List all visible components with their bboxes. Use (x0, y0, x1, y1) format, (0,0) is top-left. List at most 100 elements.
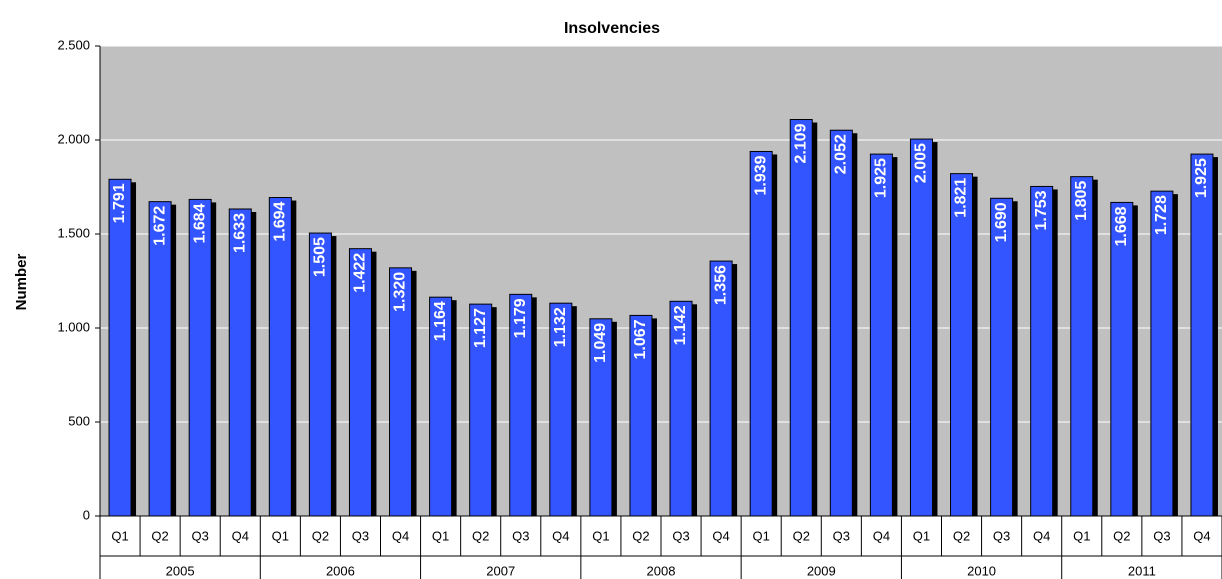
value-label: 2.005 (913, 143, 930, 183)
value-label: 1.049 (592, 323, 609, 363)
bar (308, 232, 332, 517)
value-label: 1.925 (1193, 158, 1210, 198)
bar (228, 208, 252, 517)
bar (429, 296, 453, 517)
x-tick-label: Q3 (192, 528, 209, 543)
bar (509, 293, 533, 517)
group-label: 2009 (807, 563, 836, 578)
bar (389, 267, 413, 517)
value-label: 1.142 (672, 305, 689, 345)
x-tick-label: Q3 (993, 528, 1010, 543)
value-label: 1.320 (392, 272, 409, 312)
bar (990, 197, 1014, 517)
group-label: 2008 (647, 563, 676, 578)
bar (1110, 201, 1134, 517)
group-label: 2011 (1128, 563, 1156, 578)
value-label: 1.633 (231, 213, 248, 253)
value-label: 1.791 (111, 183, 128, 223)
chart-title: Insolvencies (564, 20, 660, 37)
group-label: 2006 (326, 563, 355, 578)
y-tick-label: 0 (83, 507, 90, 522)
bar (148, 201, 172, 517)
bar (709, 260, 733, 517)
x-tick-label: Q4 (1193, 528, 1210, 543)
value-label: 1.694 (272, 201, 289, 241)
value-label: 1.356 (712, 265, 729, 305)
x-tick-label: Q4 (552, 528, 569, 543)
x-tick-label: Q3 (352, 528, 369, 543)
value-label: 1.505 (312, 237, 329, 277)
bar (1070, 176, 1094, 517)
bar (629, 314, 653, 517)
x-tick-label: Q2 (1113, 528, 1130, 543)
y-tick-label: 2.000 (57, 131, 90, 146)
value-label: 1.422 (352, 253, 369, 293)
x-tick-label: Q1 (913, 528, 930, 543)
x-tick-label: Q4 (873, 528, 890, 543)
x-tick-label: Q2 (151, 528, 168, 543)
bar (108, 178, 132, 517)
value-label: 1.728 (1153, 195, 1170, 235)
bar (348, 248, 372, 517)
x-tick-label: Q4 (712, 528, 729, 543)
value-label: 1.164 (432, 301, 449, 341)
bar (669, 300, 693, 517)
bar (268, 197, 292, 517)
x-tick-label: Q1 (111, 528, 128, 543)
x-tick-label: Q2 (793, 528, 810, 543)
value-label: 1.067 (632, 319, 649, 359)
value-label: 2.109 (792, 123, 809, 163)
x-tick-label: Q3 (672, 528, 689, 543)
x-tick-label: Q3 (1153, 528, 1170, 543)
bar (589, 318, 613, 517)
y-tick-label: 2.500 (57, 37, 90, 52)
value-label: 1.753 (1033, 190, 1050, 230)
value-label: 1.132 (552, 307, 569, 347)
value-label: 1.672 (151, 206, 168, 246)
bar (469, 303, 493, 517)
bar (909, 138, 933, 517)
x-tick-label: Q1 (753, 528, 770, 543)
x-tick-label: Q3 (512, 528, 529, 543)
value-label: 1.821 (953, 178, 970, 218)
bar (789, 119, 813, 517)
group-label: 2007 (486, 563, 515, 578)
value-label: 1.925 (873, 158, 890, 198)
group-label: 2005 (166, 563, 195, 578)
x-tick-label: Q1 (432, 528, 449, 543)
x-tick-label: Q2 (312, 528, 329, 543)
bar (549, 302, 573, 517)
bar (950, 173, 974, 517)
bar (1150, 190, 1174, 517)
group-label: 2010 (967, 563, 996, 578)
x-tick-label: Q4 (1033, 528, 1050, 543)
value-label: 1.805 (1073, 181, 1090, 221)
value-label: 2.052 (833, 134, 850, 174)
value-label: 1.690 (993, 202, 1010, 242)
x-tick-label: Q4 (392, 528, 409, 543)
y-tick-label: 1.500 (57, 225, 90, 240)
value-label: 1.127 (472, 308, 489, 348)
bar (749, 150, 773, 517)
x-tick-label: Q2 (472, 528, 489, 543)
x-tick-label: Q2 (632, 528, 649, 543)
bar (869, 153, 893, 517)
bar (1190, 153, 1214, 517)
x-tick-label: Q1 (1073, 528, 1090, 543)
x-tick-label: Q1 (592, 528, 609, 543)
y-tick-label: 1.000 (57, 319, 90, 334)
x-tick-label: Q4 (232, 528, 249, 543)
y-tick-label: 500 (68, 413, 90, 428)
y-axis-label: Number (13, 254, 30, 311)
bar (188, 198, 212, 517)
value-label: 1.684 (191, 203, 208, 243)
x-tick-label: Q2 (953, 528, 970, 543)
bar (829, 129, 853, 517)
x-tick-label: Q1 (272, 528, 289, 543)
value-label: 1.939 (752, 155, 769, 195)
value-label: 1.668 (1113, 206, 1130, 246)
value-label: 1.179 (512, 298, 529, 338)
x-tick-label: Q3 (833, 528, 850, 543)
